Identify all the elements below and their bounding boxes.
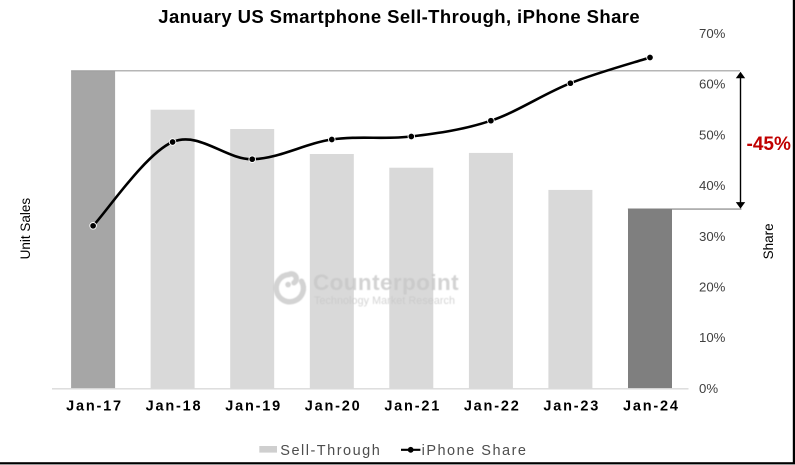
svg-text:-45%: -45%	[747, 134, 791, 155]
svg-text:0%: 0%	[699, 381, 718, 396]
svg-text:Technology Market Research: Technology Market Research	[314, 295, 455, 307]
svg-text:30%: 30%	[699, 229, 726, 244]
svg-text:Jan-24: Jan-24	[623, 399, 680, 415]
svg-text:Counterpoint: Counterpoint	[313, 270, 459, 295]
svg-text:Jan-17: Jan-17	[66, 399, 123, 415]
svg-text:January US Smartphone Sell-Thr: January US Smartphone Sell-Through, iPho…	[158, 6, 640, 27]
svg-text:Jan-21: Jan-21	[384, 399, 441, 415]
svg-text:Unit Sales: Unit Sales	[18, 198, 33, 260]
svg-text:Jan-18: Jan-18	[146, 399, 203, 415]
svg-text:70%: 70%	[699, 26, 726, 41]
svg-text:40%: 40%	[699, 178, 726, 193]
svg-text:Jan-23: Jan-23	[543, 399, 600, 415]
svg-text:Jan-19: Jan-19	[225, 399, 282, 415]
svg-text:60%: 60%	[699, 77, 726, 92]
svg-text:50%: 50%	[699, 127, 726, 142]
svg-text:Sell-Through: Sell-Through	[280, 443, 381, 459]
svg-text:Jan-20: Jan-20	[305, 399, 362, 415]
svg-text:20%: 20%	[699, 280, 726, 295]
svg-text:Jan-22: Jan-22	[464, 399, 521, 415]
svg-text:10%: 10%	[699, 330, 726, 345]
svg-text:Share: Share	[761, 223, 776, 259]
svg-text:iPhone Share: iPhone Share	[422, 443, 528, 459]
